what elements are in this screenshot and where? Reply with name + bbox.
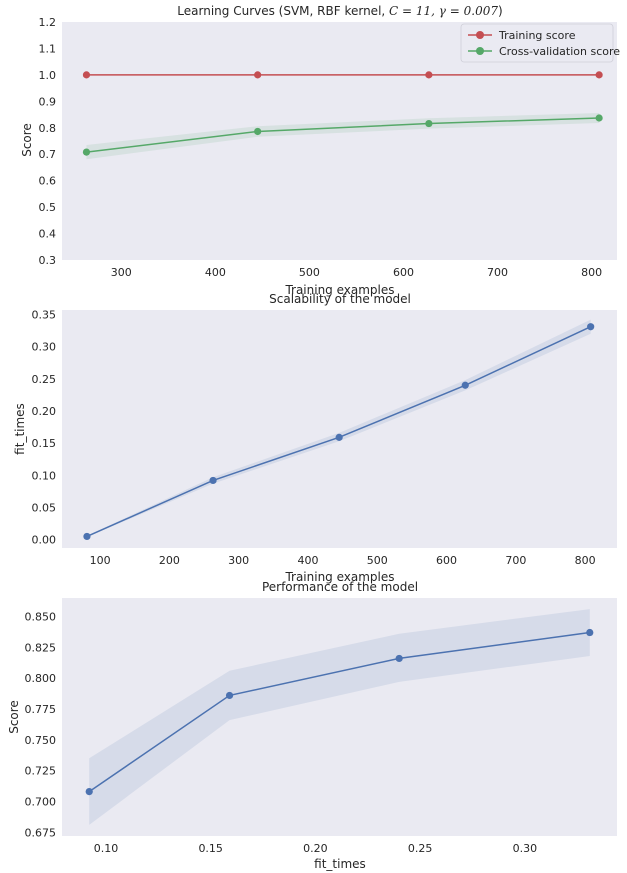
performance-score-point bbox=[85, 788, 93, 796]
learning-xtick-label: 800 bbox=[581, 266, 602, 279]
learning-curve-xlabel: Training examples bbox=[284, 283, 394, 297]
performance-score-band bbox=[89, 609, 590, 825]
legend-box bbox=[460, 23, 614, 63]
performance-xtick-label: 0.25 bbox=[408, 842, 433, 855]
learning-cross-validation-score-point bbox=[425, 119, 433, 128]
learning-ytick-label: 1.1 bbox=[39, 42, 57, 55]
learning-cross-validation-score-point bbox=[254, 127, 262, 136]
learning-xtick-label: 400 bbox=[205, 266, 226, 279]
scalability-ytick-label: 0.20 bbox=[32, 405, 57, 418]
performance-score-point bbox=[225, 691, 234, 700]
legend-training-marker bbox=[476, 31, 484, 39]
learning-xtick-label: 700 bbox=[487, 266, 508, 279]
learning-curve-title: Learning Curves (SVM, RBF kernel, C = 11… bbox=[177, 4, 502, 18]
learning-ytick-label: 0.3 bbox=[39, 254, 57, 267]
performance-ylabel: Score bbox=[7, 700, 21, 734]
scalability-fit-times-point bbox=[83, 532, 91, 541]
learning-ytick-label: 1.0 bbox=[39, 69, 57, 82]
performance-plot: 0.675 0.700 0.725 0.750 0.775 0.800 0.825 0.850… bbox=[25, 598, 617, 855]
learning-cross-validation-score-point bbox=[595, 114, 603, 122]
performance-ytick-label: 0.725 bbox=[25, 765, 57, 778]
learning-cross-validation-score-band bbox=[86, 112, 600, 160]
scalability-ytick-label: 0.10 bbox=[32, 469, 57, 482]
scalability-ytick-label: 0.30 bbox=[32, 341, 57, 354]
learning-xtick-label: 500 bbox=[299, 266, 320, 279]
scalability-ytick-label: 0.35 bbox=[32, 309, 57, 322]
learning-ytick-label: 0.6 bbox=[39, 175, 57, 188]
performance-title: Performance of the model bbox=[262, 580, 418, 594]
learning-ytick-label: 0.4 bbox=[39, 228, 57, 241]
learning-training-score-point bbox=[595, 71, 603, 79]
performance-ytick-label: 0.775 bbox=[25, 703, 57, 716]
scalability-xtick-label: 700 bbox=[505, 554, 526, 567]
scalability-plot-area bbox=[62, 310, 617, 548]
scalability-xtick-label: 300 bbox=[228, 554, 249, 567]
learning-ytick-label: 1.2 bbox=[39, 16, 57, 29]
performance-score-line bbox=[88, 631, 590, 793]
scalability-ytick-label: 0.25 bbox=[32, 373, 57, 386]
learning-ytick-label: 0.7 bbox=[39, 148, 57, 161]
scalability-xtick-label: 800 bbox=[575, 554, 596, 567]
performance-ytick-label: 0.825 bbox=[25, 641, 57, 654]
scalability-xlabel: Training examples bbox=[284, 570, 394, 584]
scalability-ylabel: fit_times bbox=[13, 403, 27, 455]
performance-ytick-label: 0.800 bbox=[25, 672, 57, 685]
scalability-ytick-label: 0.00 bbox=[32, 534, 57, 547]
scalability-plot: 0.00 0.05 0.10 0.15 0.20 0.25 0.30 0.35 100 200 30… bbox=[32, 309, 617, 567]
scalability-panel: Scalability of the model Training exampl… bbox=[13, 292, 617, 584]
performance-xtick-label: 0.30 bbox=[513, 842, 538, 855]
scalability-fit-times-point bbox=[461, 381, 469, 389]
performance-score-point bbox=[586, 628, 594, 637]
learning-xtick-label: 600 bbox=[393, 266, 414, 279]
legend-cv-marker bbox=[476, 47, 484, 55]
performance-ytick-label: 0.750 bbox=[25, 734, 57, 747]
scalability-fit-times-point bbox=[587, 323, 595, 331]
legend-cv-label: Cross-validation score bbox=[499, 45, 620, 58]
scalability-title: Scalability of the model bbox=[269, 292, 411, 306]
learning-training-score-point bbox=[82, 71, 91, 79]
performance-xtick-label: 0.20 bbox=[303, 842, 328, 855]
legend: Training score Cross-validation score bbox=[460, 23, 620, 63]
performance-score-point bbox=[395, 654, 403, 663]
learning-ytick-label: 0.8 bbox=[39, 122, 57, 135]
scalability-fit-times-point bbox=[209, 476, 217, 485]
scalability-xtick-label: 500 bbox=[367, 554, 388, 567]
scalability-ytick-label: 0.05 bbox=[32, 501, 57, 514]
scalability-xtick-label: 200 bbox=[159, 554, 180, 567]
scalability-xtick-label: 600 bbox=[436, 554, 457, 567]
legend-training-label: Training score bbox=[498, 29, 576, 42]
performance-panel: Performance of the model fit_times Score… bbox=[7, 580, 617, 871]
learning-ytick-label: 0.5 bbox=[39, 201, 57, 214]
performance-plot-area bbox=[62, 598, 617, 836]
performance-xtick-label: 0.15 bbox=[198, 842, 223, 855]
performance-xtick-label: 0.10 bbox=[94, 842, 119, 855]
learning-xtick-label: 300 bbox=[111, 266, 132, 279]
learning-curve-ylabel: Score bbox=[20, 123, 34, 157]
learning-cross-validation-score-line bbox=[86, 117, 600, 153]
learning-curve-panel: Learning Curves (SVM, RBF kernel, C = 11… bbox=[20, 4, 620, 297]
scalability-ytick-label: 0.15 bbox=[32, 437, 57, 450]
scalability-fit-times-point bbox=[335, 433, 343, 441]
learning-training-score-point bbox=[425, 71, 433, 79]
learning-ytick-label: 0.9 bbox=[39, 95, 57, 108]
performance-ytick-label: 0.700 bbox=[25, 795, 57, 808]
scalability-xtick-label: 400 bbox=[297, 554, 318, 567]
performance-ytick-label: 0.675 bbox=[25, 826, 57, 839]
performance-xlabel: fit_times bbox=[314, 857, 366, 871]
performance-ytick-label: 0.850 bbox=[25, 610, 57, 623]
learning-training-score-point bbox=[254, 71, 262, 79]
scalability-xtick-label: 100 bbox=[90, 554, 111, 567]
learning-cross-validation-score-point bbox=[82, 148, 91, 156]
